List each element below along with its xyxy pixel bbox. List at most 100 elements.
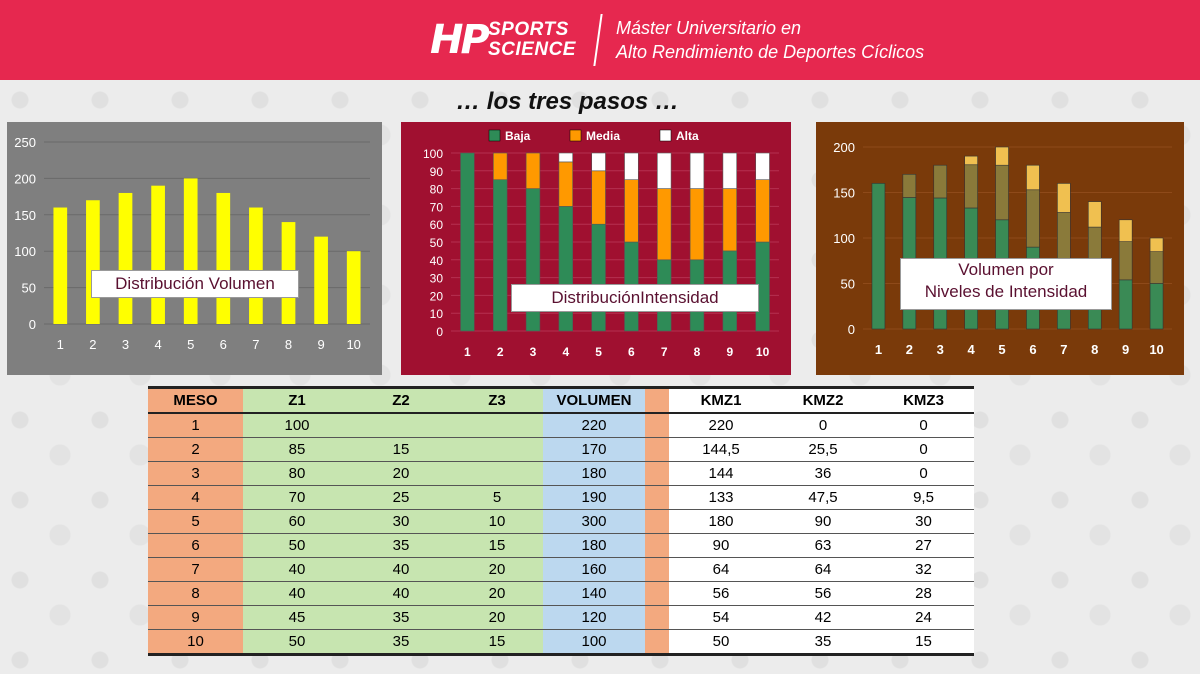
table-cell: 15: [351, 437, 451, 462]
chart-volume-intensity-panel: 0 50 100 150 200 1 2 3 4 5 6 7 8 9 10 Volumen por Nive…: [816, 122, 1184, 375]
bar-alta: [1087, 201, 1102, 228]
x-tick-label: 4: [154, 337, 161, 352]
bar-alta: [1057, 183, 1071, 213]
table-row: 9 45 35 20 120 54 42 24: [148, 605, 974, 630]
table-cell: 144: [669, 461, 773, 486]
table-row: 4 70 25 5 190 133 47,5 9,5: [148, 485, 974, 510]
bar-media: [1149, 251, 1164, 284]
x-tick-label: 5: [998, 342, 1005, 357]
table-cell: [645, 533, 669, 558]
table-cell: 56: [669, 581, 773, 606]
table-cell: 40: [243, 557, 351, 582]
header-cell-kmz2: KMZ2: [773, 386, 873, 414]
program-title: Máster Universitario en Alto Rendimiento…: [616, 16, 924, 64]
bar-baja: [1149, 283, 1164, 330]
header-cell-spacer: [645, 386, 669, 414]
y-tick-label: 50: [430, 236, 444, 250]
x-tick-label: 8: [1091, 342, 1098, 357]
x-tick-label: 1: [464, 345, 471, 359]
x-tick-label: 7: [1060, 342, 1067, 357]
table-cell: 220: [669, 413, 773, 438]
table-cell: 47,5: [773, 485, 873, 510]
table-cell: [351, 413, 451, 438]
table-cell: 10: [148, 629, 243, 656]
bar: [151, 185, 165, 324]
table-cell: 60: [243, 509, 351, 534]
bar: [118, 192, 133, 324]
legend-swatch-media: [569, 129, 582, 142]
bar-media: [689, 188, 705, 261]
y-tick-label: 0: [848, 322, 855, 337]
bar-alta: [722, 152, 737, 189]
chart-volume-intensity: 0 50 100 150 200 1 2 3 4 5 6 7 8 9 10: [816, 122, 1184, 375]
bar-media: [1118, 241, 1133, 281]
y-tick-label: 150: [833, 186, 855, 201]
table-cell: 7: [148, 557, 243, 582]
table-cell: 24: [873, 605, 974, 630]
bar-media: [493, 152, 508, 181]
table-cell: 6: [148, 533, 243, 558]
header-cell-z2: Z2: [351, 386, 451, 414]
bar-media: [933, 164, 948, 199]
legend-label-baja: Baja: [505, 129, 531, 143]
bar: [183, 178, 198, 324]
y-tick-label: 40: [430, 254, 444, 268]
bar-media: [995, 164, 1009, 221]
x-tick-label: 8: [285, 337, 292, 352]
table-cell: 35: [351, 629, 451, 656]
table-cell: 15: [873, 629, 974, 656]
table-cell: [451, 437, 543, 462]
table-cell: 30: [873, 509, 974, 534]
table-cell: 30: [351, 509, 451, 534]
bar: [314, 236, 328, 324]
bar-media: [525, 152, 541, 189]
bar-media: [591, 170, 606, 225]
x-tick-label: 2: [497, 345, 504, 359]
y-tick-label: 80: [430, 183, 444, 197]
bar-media: [624, 179, 639, 243]
table-cell: [645, 581, 669, 606]
table-cell: 120: [543, 605, 645, 630]
table-cell: 50: [669, 629, 773, 656]
table-cell: [645, 605, 669, 630]
header-divider: [593, 14, 603, 66]
table-cell: 190: [543, 485, 645, 510]
table-cell: 160: [543, 557, 645, 582]
bar: [86, 200, 100, 324]
bar: [53, 207, 68, 324]
table-cell: [645, 509, 669, 534]
table-row: 6 50 35 15 180 90 63 27: [148, 533, 974, 558]
header-cell-kmz3: KMZ3: [873, 386, 974, 414]
y-tick-label: 10: [430, 307, 444, 321]
y-tick-label: 100: [423, 147, 443, 161]
table-cell: 180: [543, 461, 645, 486]
chart-volume-panel: 0 50 100 150 200 250 1 2 3 4 5 6 7 8 9 10 Distribución …: [7, 122, 382, 375]
table-cell: 5: [148, 509, 243, 534]
legend-label-media: Media: [586, 129, 620, 143]
caption-line-1: Volumen por: [958, 260, 1054, 279]
header-cell-volumen: VOLUMEN: [543, 386, 645, 414]
table-cell: 20: [451, 557, 543, 582]
table-cell: 4: [148, 485, 243, 510]
table-cell: 9: [148, 605, 243, 630]
x-tick-label: 10: [756, 345, 770, 359]
table-cell: [645, 485, 669, 510]
table-cell: 40: [351, 581, 451, 606]
x-tick-label: 2: [89, 337, 96, 352]
table-cell: [645, 413, 669, 438]
program-line-2: Alto Rendimiento de Deportes Cíclicos: [616, 42, 925, 62]
table-cell: 1: [148, 413, 243, 438]
bar-alta: [558, 152, 573, 163]
y-tick-label: 50: [22, 281, 36, 296]
table-cell: [645, 557, 669, 582]
table-cell: 35: [351, 533, 451, 558]
bar-alta: [995, 146, 1009, 166]
table-cell: 9,5: [873, 485, 974, 510]
table-cell: 90: [773, 509, 873, 534]
table-cell: 2: [148, 437, 243, 462]
table-cell: 20: [451, 581, 543, 606]
bar-media: [964, 164, 978, 209]
bar-alta: [689, 152, 705, 189]
table-cell: 45: [243, 605, 351, 630]
header-banner: HP SPORTS SCIENCE Máster Universitario e…: [0, 0, 1200, 80]
